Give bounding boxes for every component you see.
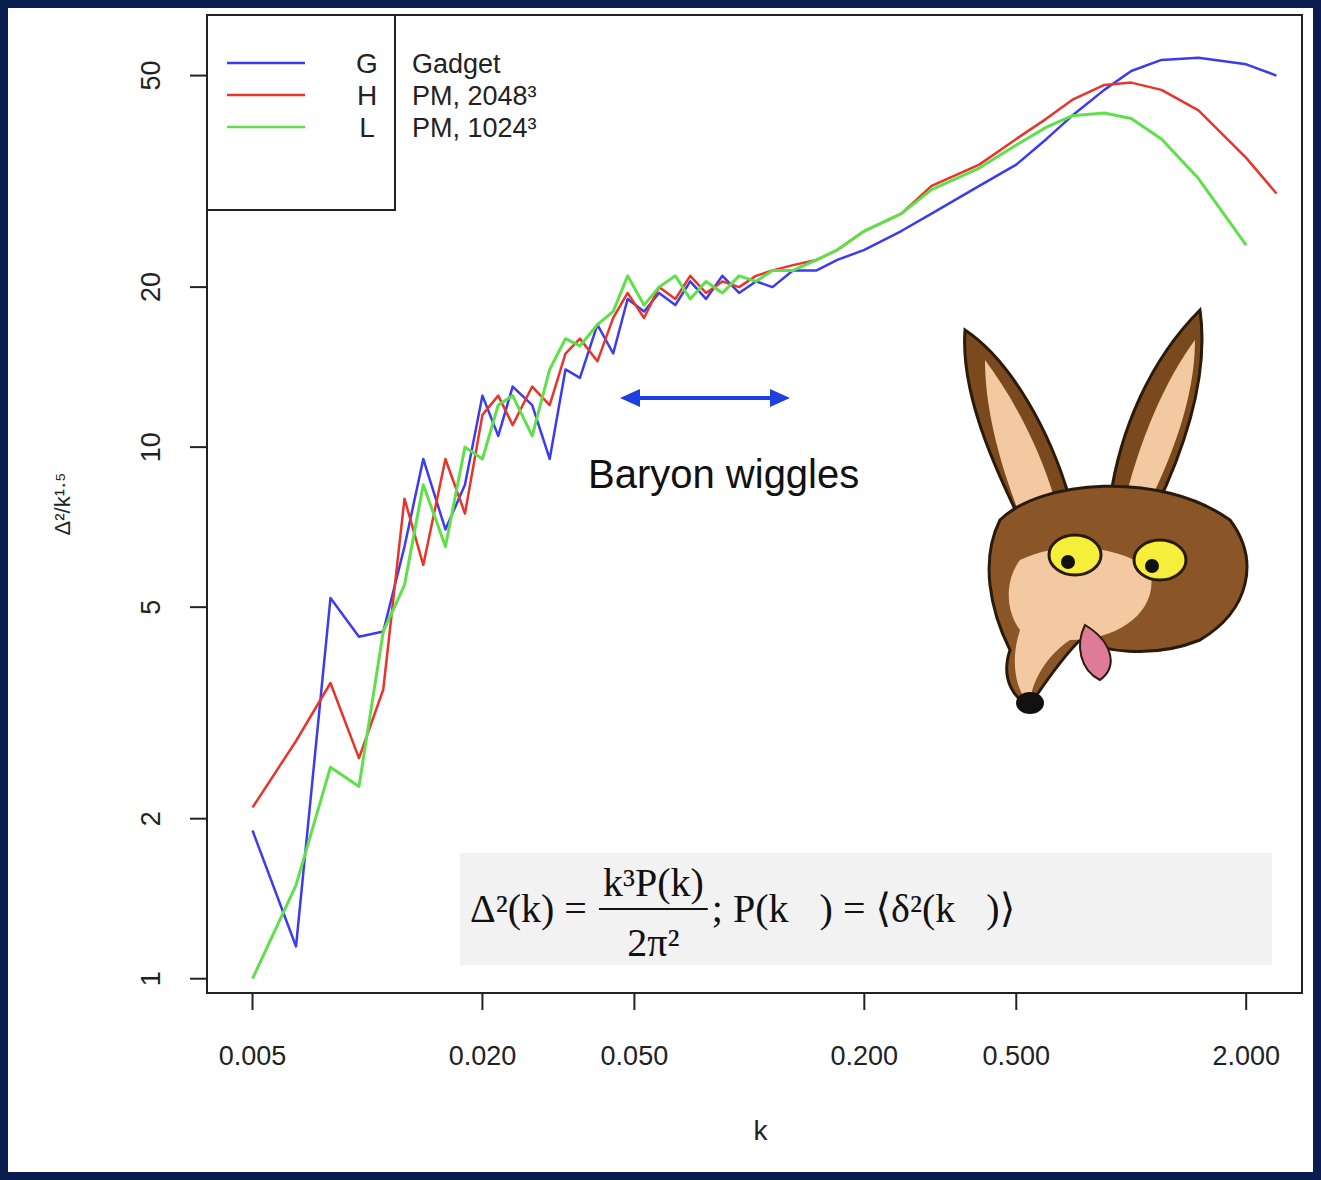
x-tick [1245, 993, 1247, 1010]
plot-frame [207, 15, 1302, 993]
legend-label: H [357, 80, 377, 111]
arrow-head [620, 389, 640, 407]
legend-description: Gadget [412, 49, 501, 79]
y-tick [190, 75, 207, 77]
arrow-head [770, 389, 790, 407]
y-tick-label: 2 [136, 811, 166, 826]
series-line [253, 113, 1247, 979]
x-tick [1015, 993, 1017, 1010]
legend: G Gadget H PM, 2048³ L PM, 1024³ [207, 15, 537, 210]
x-axis-title: k [754, 1115, 769, 1146]
y-tick-label: 10 [136, 432, 166, 462]
y-tick-label: 50 [136, 61, 166, 91]
annotation-text: Baryon wiggles [588, 452, 859, 496]
legend-label: L [359, 112, 375, 143]
formula-text: Δ²(k) = [470, 886, 587, 931]
chart: 0.005 0.020 0.050 0.200 0.500 2.000 1 2 5 10 20 50 k… [0, 0, 1321, 1180]
y-axis-title: Δ²/k¹·⁵ [50, 473, 75, 536]
pupil [1061, 555, 1075, 569]
y-tick [190, 978, 207, 980]
formula-box [460, 853, 1272, 965]
ear-inner [1125, 340, 1195, 505]
x-tick-label: 0.020 [449, 1041, 517, 1071]
background [0, 0, 1321, 1180]
x-tick-label: 0.200 [831, 1041, 899, 1071]
legend-swatch [227, 94, 305, 97]
legend-swatch [227, 62, 305, 65]
y-tick-label: 1 [136, 971, 166, 986]
legend-box [207, 15, 395, 210]
data-lines [253, 58, 1277, 979]
x-tick-label: 0.005 [219, 1041, 287, 1071]
x-tick-label: 0.050 [601, 1041, 669, 1071]
pupil [1145, 559, 1159, 573]
y-tick-label: 20 [136, 272, 166, 302]
y-tick-label: 5 [136, 600, 166, 615]
formula: Δ²(k) = k³P(k) 2π² ; P(k⃗) = ⟨δ²(k⃗)⟩ [460, 853, 1272, 965]
mouth [1080, 625, 1111, 680]
coyote-illustration [965, 310, 1247, 714]
legend-description: PM, 1024³ [412, 113, 537, 143]
x-tick [863, 993, 865, 1010]
x-tick-label: 0.500 [982, 1041, 1050, 1071]
y-tick [190, 606, 207, 608]
x-tick [633, 993, 635, 1010]
x-tick [252, 993, 254, 1010]
legend-description: PM, 2048³ [412, 81, 537, 111]
nose [1016, 692, 1044, 714]
y-tick [190, 286, 207, 288]
formula-text: k³P(k) [603, 860, 704, 905]
eye [1134, 540, 1186, 580]
annotation-arrow [632, 396, 778, 400]
formula-text: 2π² [627, 920, 679, 965]
y-tick [190, 818, 207, 820]
panel [8, 8, 1313, 1172]
legend-swatch [227, 126, 305, 129]
head [989, 486, 1247, 705]
y-tick [190, 446, 207, 448]
x-tick-label: 2.000 [1212, 1041, 1280, 1071]
eye [1049, 535, 1101, 575]
series-line [253, 58, 1277, 947]
fraction-bar [599, 908, 708, 910]
series-line [253, 83, 1277, 808]
formula-text: ; P(k⃗) = ⟨δ²(k⃗)⟩ [712, 886, 1015, 931]
x-tick [481, 993, 483, 1010]
annotation: Baryon wiggles [588, 389, 859, 496]
legend-label: G [356, 48, 378, 79]
